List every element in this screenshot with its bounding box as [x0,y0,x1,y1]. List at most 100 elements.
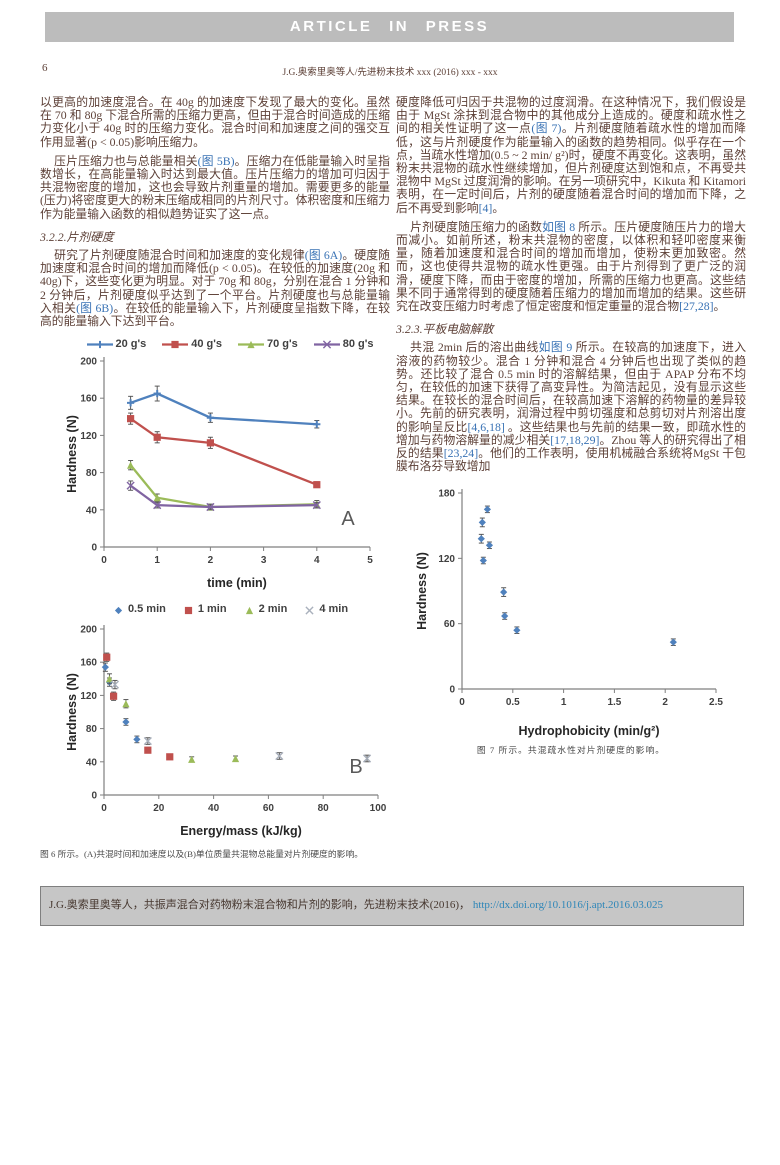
legend-label: 2 min [258,603,288,616]
figure-reference-link[interactable]: (图 6A) [304,248,343,263]
paragraph: 共混 2min 后的溶出曲线如图 9 所示。在较高的加速度下，进入溶液的药物较少… [396,341,746,473]
svg-text:120: 120 [80,431,97,442]
legend-marker-icon [86,341,113,349]
svg-text:1: 1 [154,555,160,566]
text-run: 。片剂硬度随着疏水性的增加而降低，这与片剂硬度作为能量输入的函数的趋势相同。似乎… [396,121,746,215]
text-run: 所示。在较高的加速度下，进入溶液的药物较少。混合 1 分钟和混合 4 分钟后也出… [396,340,746,434]
svg-text:0.5: 0.5 [506,697,520,708]
legend-marker-icon [313,340,340,349]
svg-text:120: 120 [80,691,97,702]
svg-text:B: B [349,756,362,778]
figure-reference-link[interactable]: 如图 9 [538,340,573,355]
legend-label: 40 g's [191,338,222,351]
figure-6-caption: 图 6 所示。(A)共混时间和加速度以及(B)单位质量共混物总能量对片剂硬度的影… [40,848,364,859]
text-run: 。 [713,299,726,314]
svg-text:40: 40 [86,506,98,517]
figure-7-caption: 图 7 所示。共混疏水性对片剂硬度的影响。 [476,745,666,756]
legend-item: 70 g's [238,338,298,351]
text-run: 以更高的加速度混合。在 40g 的加速度下发现了最大的变化。虽然在 70 和 8… [40,95,390,149]
svg-text:3: 3 [261,555,267,566]
text-run: 。压缩力在低能量输入时呈指数增长，在高能量输入时达到最大值。压片压缩力的增加可归… [40,153,390,221]
svg-text:0: 0 [101,803,107,814]
figure-reference-link[interactable]: [4] [478,200,493,215]
svg-text:Energy/mass (kJ/kg): Energy/mass (kJ/kg) [180,824,302,838]
text-run: 。 [492,200,505,215]
text-run: 。他们的工作表明，使用机械融合系统将MgSt 干包膜布洛芬导致增加 [396,446,746,474]
figure-6a-chart: 0 1 2 3 4 5 0 40 80 120 160 200 time (min) Hardness (… [65,357,373,591]
text-run: 压片压缩力也与总能量相关 [54,153,198,168]
svg-text:200: 200 [80,357,97,368]
legend-marker-icon [184,606,192,614]
legend-item: 40 g's [162,338,222,351]
svg-text:160: 160 [80,657,97,668]
figure-reference-link[interactable]: (图 6B) [76,300,114,315]
text-run: 所示。压片硬度随压片力的增大而减小。如前所述，粉末共混物的密度，以体积和轻叩密度… [396,219,746,314]
svg-text:60: 60 [444,620,456,631]
svg-text:0: 0 [91,790,97,801]
running-head: J.G.奥索里奥等人/先进粉末技术 xxx (2016) xxx - xxx [282,68,498,78]
legend-marker-icon [245,606,253,614]
doi-link[interactable]: http://dx.doi.org/10.1016/j.apt.2016.03.… [472,899,663,911]
svg-text:80: 80 [86,469,98,480]
figure-reference-link[interactable]: 如图 8 [542,219,576,234]
svg-text:160: 160 [80,394,97,405]
left-column: 以更高的加速度混合。在 40g 的加速度下发现了最大的变化。虽然在 70 和 8… [40,95,390,860]
legend-marker-icon [305,605,314,615]
figure-reference-link[interactable]: (图 5B) [197,153,235,168]
svg-text:Hardness (N): Hardness (N) [65,673,79,751]
svg-text:40: 40 [208,803,220,814]
svg-text:0: 0 [101,555,107,566]
figure-6a-legend: 20 g's 40 g's 70 g's 80 g's [70,338,390,351]
paragraph: 片剂硬度随压缩力的函数如图 8 所示。压片硬度随压片力的增大而减小。如前所述，粉… [396,219,746,314]
svg-text:180: 180 [438,489,455,500]
svg-text:2: 2 [208,555,214,566]
legend-item: 1 min [182,603,227,616]
svg-text:Hardness (N): Hardness (N) [65,416,79,494]
svg-text:2: 2 [662,697,668,708]
figure-6b-chart: 0 20 40 60 80 100 0 40 80 120 160 200 Energy/mass (k… [65,624,387,838]
svg-text:200: 200 [80,624,97,635]
svg-text:60: 60 [263,803,275,814]
svg-text:5: 5 [367,555,373,566]
section-heading-tablet-dissolution: 3.2.3.平板电脑解散 [396,322,494,337]
svg-text:1.5: 1.5 [607,697,621,708]
text-run: 。在较低的能量输入下，片剂硬度呈指数下降，在较高的能量输入下达到平台。 [40,300,390,329]
legend-label: 80 g's [342,338,374,351]
legend-label: 1 min [197,603,227,616]
svg-text:Hydrophobicity (min/g²): Hydrophobicity (min/g²) [519,724,660,738]
figure-reference-link[interactable]: (图 7) [531,121,562,136]
paragraph: 研究了片剂硬度随混合时间和加速度的变化规律(图 6A)。硬度随加速度和混合时间的… [40,248,390,329]
paragraph: 硬度降低可归因于共混物的过度润滑。在这种情况下，我们假设是由于 MgSt 涂抹到… [396,95,746,215]
figure-7-chart: 0 0.5 1 1.5 2 2.5 0 60 120 180 Hydrophobicity (min… [415,489,723,739]
svg-text:80: 80 [318,803,330,814]
legend-item: 4 min [303,603,348,616]
svg-text:2.5: 2.5 [709,697,723,708]
text-run: 共混 2min 后的溶出曲线 [410,340,539,355]
figure-6b-legend: 0.5 min 1 min 2 min 4 min [70,603,390,616]
legend-label: 4 min [319,603,349,616]
legend-label: 20 g's [115,338,147,351]
paragraph: 以更高的加速度混合。在 40g 的加速度下发现了最大的变化。虽然在 70 和 8… [40,95,390,149]
svg-text:120: 120 [438,554,455,565]
svg-text:40: 40 [86,757,98,768]
right-column: 硬度降低可归因于共混物的过度润滑。在这种情况下，我们假设是由于 MgSt 涂抹到… [396,95,746,756]
legend-item: 80 g's [313,338,374,351]
svg-text:0: 0 [91,543,97,554]
svg-text:Hardness (N): Hardness (N) [415,553,429,631]
figure-reference-link[interactable]: [4,6,18] [467,419,505,434]
svg-text:A: A [341,508,355,530]
svg-text:time (min): time (min) [207,576,267,590]
svg-text:0: 0 [459,697,465,708]
footer-citation-text: J.G.奥索里奥等人，共振声混合对药物粉末混合物和片剂的影响，先进粉末技术(20… [49,899,471,911]
text-run: 。硬度随加速度和混合时间的增加而降低(p < 0.05)。在较低的加速度(20g… [40,248,390,315]
paragraph: 压片压缩力也与总能量相关(图 5B)。压缩力在低能量输入时呈指数增长，在高能量输… [40,153,390,221]
text-run: 研究了片剂硬度随混合时间和加速度的变化规律 [54,248,305,263]
article-in-press-banner: ARTICLE IN PRESS [45,12,734,42]
citation-footer: J.G.奥索里奥等人，共振声混合对药物粉末混合物和片剂的影响，先进粉末技术(20… [40,886,744,926]
figure-reference-link[interactable]: [27,28] [679,299,714,314]
figure-reference-link[interactable]: [17,18,29] [550,432,600,447]
legend-item: 0.5 min [112,603,166,616]
text-run: 硬度降低可归因于共混物的过度润滑。在这种情况下，我们假设是由于 MgSt 涂抹到… [396,95,746,136]
figure-reference-link[interactable]: [23,24] [443,446,479,461]
svg-text:100: 100 [370,803,387,814]
